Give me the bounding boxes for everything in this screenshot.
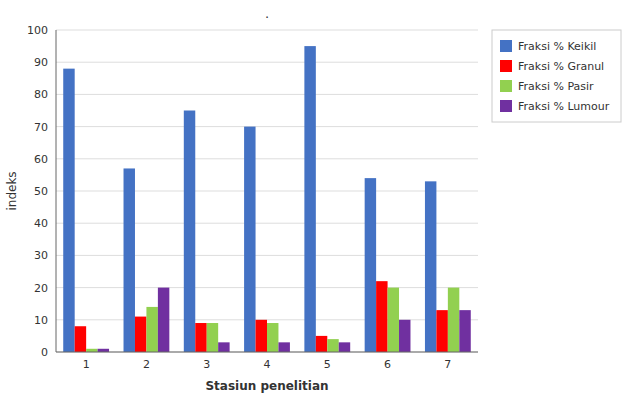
grid-line (56, 287, 478, 288)
bar (399, 320, 410, 352)
chart: . 0 10 20 30 40 50 60 70 80 90 100 1 2 3 4 5 6 7 Stasiun pe… (0, 0, 627, 404)
x-axis-label: Stasiun penelitian (205, 379, 328, 393)
y-tick-label: 60 (34, 153, 48, 166)
bar (63, 69, 74, 352)
legend-swatch (500, 60, 512, 72)
legend-swatch (500, 40, 512, 52)
y-tick-label: 70 (34, 121, 48, 134)
bar (365, 178, 376, 352)
legend-swatch (500, 80, 512, 92)
grid-line (56, 352, 478, 353)
x-tick-label: 2 (143, 358, 150, 371)
x-tick-label: 7 (444, 358, 451, 371)
bar (425, 181, 436, 352)
bar (218, 342, 229, 352)
bar (124, 168, 135, 352)
legend-swatch (500, 100, 512, 112)
bar (448, 288, 459, 352)
bar (436, 310, 447, 352)
y-tick-label: 30 (34, 249, 48, 262)
bar (207, 323, 218, 352)
grid-line (56, 158, 478, 159)
bar (388, 288, 399, 352)
grid-line (56, 30, 478, 31)
legend-label: Fraksi % Pasir (518, 80, 594, 93)
bar (316, 336, 327, 352)
y-tick-label: 100 (27, 24, 48, 37)
x-tick-label: 5 (324, 358, 331, 371)
x-axis (56, 352, 478, 353)
x-tick-label: 4 (264, 358, 271, 371)
bar (158, 288, 169, 352)
x-tick-label: 1 (83, 358, 90, 371)
y-tick-label: 0 (41, 346, 48, 359)
y-tick-label: 20 (34, 282, 48, 295)
y-tick-label: 50 (34, 185, 48, 198)
y-tick-label: 80 (34, 88, 48, 101)
bar (146, 307, 157, 352)
bar (304, 46, 315, 352)
y-tick-label: 90 (34, 56, 48, 69)
y-axis (56, 30, 57, 352)
legend-label: Fraksi % Lumour (518, 100, 610, 113)
y-axis-label: indeks (5, 171, 19, 210)
bar (256, 320, 267, 352)
bar (376, 281, 387, 352)
grid-line (56, 94, 478, 95)
x-tick-label: 6 (384, 358, 391, 371)
bars (63, 46, 471, 352)
grid-line (56, 223, 478, 224)
bar (184, 111, 195, 353)
bar (327, 339, 338, 352)
bar (459, 310, 470, 352)
legend-label: Fraksi % Granul (518, 60, 604, 73)
bar (278, 342, 289, 352)
bar (267, 323, 278, 352)
grid-line (56, 126, 478, 127)
grid (56, 30, 478, 352)
legend-frame (492, 30, 621, 122)
grid-line (56, 191, 478, 192)
legend-label: Fraksi % Keikil (518, 40, 596, 53)
y-tick-label: 10 (34, 314, 48, 327)
grid-line (56, 62, 478, 63)
bar (75, 326, 86, 352)
bar (244, 127, 255, 352)
legend: Fraksi % Keikil Fraksi % Granul Fraksi % P… (492, 30, 621, 122)
title: . (265, 6, 269, 21)
x-tick-label: 3 (203, 358, 210, 371)
bar (135, 317, 146, 352)
grid-line (56, 255, 478, 256)
bar (195, 323, 206, 352)
y-tick-label: 40 (34, 217, 48, 230)
bar (339, 342, 350, 352)
